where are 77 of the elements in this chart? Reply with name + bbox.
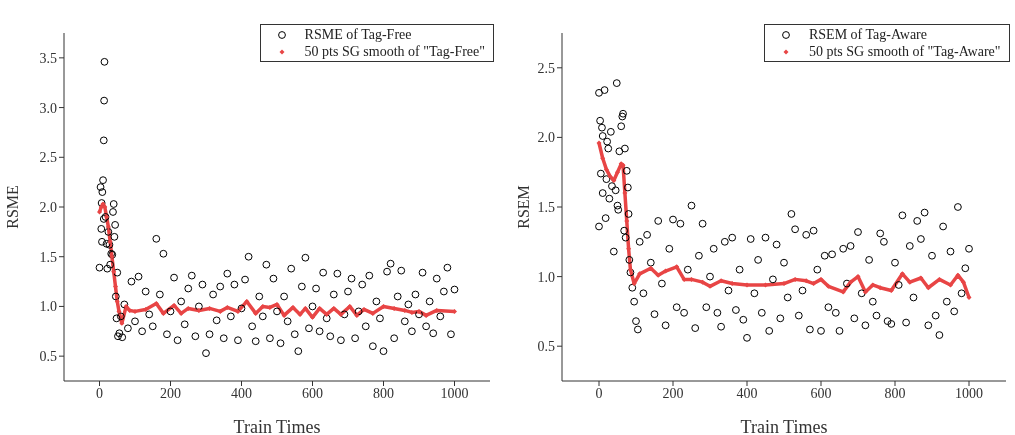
y-axis-title: RSME [3, 185, 21, 229]
x-tick-label: 0 [595, 385, 602, 401]
point [97, 209, 102, 215]
point [98, 204, 104, 210]
point [196, 307, 202, 313]
y-tick-label: 3.0 [39, 100, 57, 116]
point [109, 254, 115, 260]
point [132, 308, 138, 314]
x-tick-label: 600 [810, 385, 831, 401]
point [143, 306, 149, 312]
y-tick-label: 0.5 [39, 349, 57, 365]
y-axis-title: RSEM [514, 185, 532, 229]
legend-label: 50 pts SG smooth of "Tag-Free" [304, 43, 485, 60]
point [381, 303, 386, 309]
legend-label: 50 pts SG smooth of "Tag-Aware" [808, 43, 1001, 60]
point [274, 301, 280, 307]
point [869, 282, 875, 288]
y-tick-label: 1.0 [39, 299, 57, 315]
point [662, 268, 668, 274]
point [636, 271, 642, 277]
point [718, 278, 724, 284]
point [627, 267, 633, 273]
point [936, 276, 942, 282]
point [707, 283, 712, 289]
point [818, 276, 823, 282]
x-tick-label: 600 [302, 385, 323, 401]
point [354, 312, 360, 318]
point [338, 311, 344, 317]
x-tick-label: 200 [160, 385, 181, 401]
point [102, 204, 108, 210]
point [107, 239, 113, 245]
x-tick-label: 400 [736, 385, 757, 401]
x-tick-label: 1000 [954, 385, 983, 401]
y-tick-label: 0.5 [537, 339, 555, 355]
y-tick-label: 2.5 [39, 150, 57, 166]
point [217, 308, 223, 314]
point [105, 224, 111, 230]
point [331, 305, 337, 311]
point [416, 308, 422, 314]
y-tick-label: 1.5 [39, 249, 57, 265]
point [171, 302, 177, 308]
point [744, 282, 749, 288]
point [655, 272, 661, 278]
point [235, 308, 241, 314]
x-tick-label: 0 [96, 385, 103, 401]
y-tick-label: 3.5 [39, 50, 57, 66]
point [452, 308, 457, 314]
x-tick-label: 1000 [440, 385, 469, 401]
x-tick-label: 800 [884, 385, 905, 401]
point [361, 306, 367, 312]
x-axis-title: Train Times [740, 417, 827, 435]
legend-label: RSME of Tag-Free [304, 26, 412, 43]
legend-label: RSEM of Tag-Aware [808, 26, 927, 43]
point [224, 304, 230, 310]
y-tick-label: 2.5 [537, 60, 555, 76]
point [111, 269, 117, 275]
point [114, 298, 120, 304]
point [370, 310, 376, 316]
point [862, 289, 868, 295]
point [825, 283, 831, 289]
point [621, 190, 627, 196]
point [947, 282, 953, 288]
y-tick-label: 1.0 [537, 269, 555, 285]
y-tick-label: 2.0 [537, 130, 555, 146]
point [877, 285, 883, 291]
x-tick-label: 800 [373, 385, 394, 401]
point [603, 166, 609, 172]
x-tick-label: 400 [231, 385, 252, 401]
x-axis-title: Train Times [233, 417, 321, 435]
y-tick-label: 2.0 [39, 199, 57, 215]
point [423, 312, 429, 318]
point [960, 279, 966, 285]
point [596, 140, 601, 146]
point [847, 279, 853, 285]
x-tick-label: 200 [662, 385, 683, 401]
y-tick-label: 1.5 [537, 199, 555, 215]
point [614, 169, 620, 175]
